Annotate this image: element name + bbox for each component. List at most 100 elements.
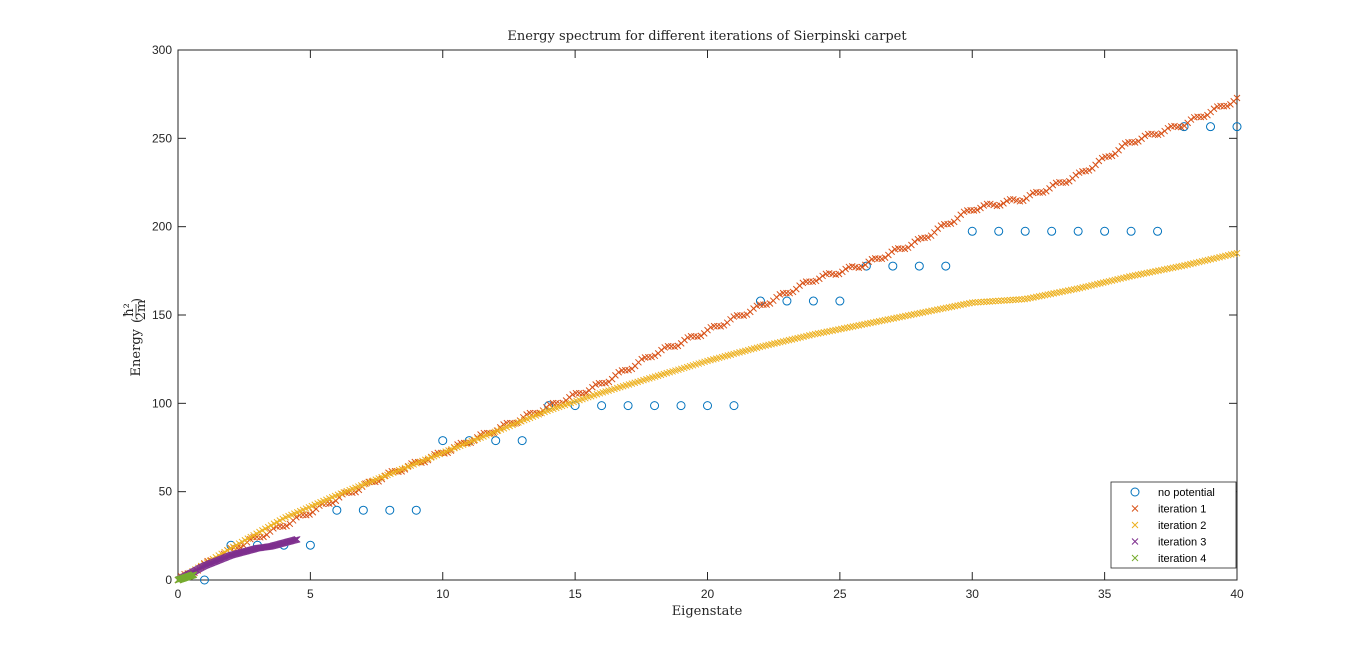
- data-point: [283, 522, 290, 530]
- x-tick-label: 30: [966, 587, 980, 601]
- data-point: [190, 571, 198, 579]
- data-point: [438, 436, 448, 446]
- data-point: [994, 226, 1004, 236]
- data-point: [1100, 226, 1110, 236]
- data-point: [650, 401, 660, 411]
- data-point: [1072, 171, 1080, 179]
- data-point: [1131, 521, 1139, 529]
- data-point: [980, 202, 988, 209]
- x-axis-label: Eigenstate: [672, 604, 743, 619]
- y-tick-label: 150: [152, 308, 172, 322]
- data-point: [332, 505, 342, 515]
- data-point: [983, 298, 991, 306]
- data-point: [597, 401, 607, 411]
- data-point: [782, 296, 792, 306]
- data-point: [858, 263, 866, 271]
- x-tick-label: 15: [568, 587, 582, 601]
- data-point: [1000, 200, 1007, 207]
- data-point: [835, 270, 843, 278]
- y-tick-label: 50: [159, 485, 173, 499]
- legend-items: no potential iteration 1 iteration 2 iterat…: [1130, 487, 1215, 565]
- legend-label: iteration 2: [1158, 520, 1206, 532]
- data-point: [676, 401, 686, 411]
- data-point: [865, 258, 873, 266]
- data-point: [819, 272, 826, 280]
- x-tick-label: 25: [833, 587, 847, 601]
- data-point: [1206, 122, 1216, 132]
- data-point: [729, 401, 739, 411]
- data-point: [1164, 124, 1172, 132]
- chart-title: Energy spectrum for different iterations…: [507, 29, 907, 44]
- data-point: [1223, 102, 1231, 110]
- series-iteration-4: [174, 571, 198, 584]
- data-point: [491, 436, 501, 446]
- data-point: [914, 261, 924, 271]
- data-point: [941, 261, 951, 271]
- data-point: [1108, 152, 1116, 160]
- data-point: [1018, 295, 1026, 303]
- data-point: [1131, 505, 1139, 512]
- data-point: [1085, 167, 1093, 174]
- data-point: [995, 297, 1002, 305]
- data-point: [385, 505, 395, 515]
- data-point: [1131, 554, 1139, 562]
- data-point: [703, 401, 712, 411]
- data-point: [570, 401, 580, 411]
- data-point: [1187, 116, 1195, 123]
- data-point: [1006, 296, 1014, 304]
- data-point: [615, 368, 623, 376]
- data-point: [582, 389, 590, 397]
- data-point: [517, 436, 527, 446]
- legend-entry: iteration 3: [1131, 537, 1206, 549]
- data-point: [199, 575, 209, 585]
- data-point: [974, 298, 982, 306]
- data-point: [842, 265, 849, 273]
- data-point: [997, 297, 1005, 305]
- data-point: [808, 296, 818, 306]
- data-point: [1232, 122, 1242, 132]
- data-point: [989, 297, 996, 305]
- data-point: [292, 536, 300, 543]
- data-point: [968, 299, 976, 306]
- data-point: [1009, 296, 1017, 304]
- legend-entry: no potential: [1130, 487, 1215, 499]
- data-point: [1233, 249, 1241, 257]
- data-point: [980, 298, 988, 306]
- data-point: [306, 511, 313, 518]
- data-point: [1200, 113, 1208, 121]
- data-point: [1020, 226, 1030, 236]
- data-point: [986, 298, 994, 305]
- data-point: [967, 226, 977, 236]
- x-tick-label: 20: [701, 587, 715, 601]
- y-axis-unit-denominator: 2m: [134, 300, 149, 321]
- data-series: [174, 94, 1242, 585]
- y-tick-label: 300: [152, 43, 172, 57]
- series-iteration-2: [174, 249, 1241, 584]
- axis-ticks: 0 5 10 15 20 25 30 35 40 0 50 100 150 200 250 300: [152, 43, 1244, 601]
- data-point: [291, 536, 299, 544]
- data-point: [1015, 296, 1023, 303]
- legend-label: iteration 4: [1158, 553, 1206, 565]
- x-tick-label: 0: [175, 587, 182, 601]
- data-point: [992, 297, 999, 305]
- y-tick-label: 200: [152, 220, 172, 234]
- data-point: [1210, 105, 1218, 113]
- data-point: [1047, 226, 1057, 236]
- data-point: [888, 261, 898, 271]
- data-point: [1003, 197, 1011, 205]
- data-point: [293, 536, 301, 543]
- data-point: [329, 499, 336, 507]
- legend-entry: iteration 2: [1131, 520, 1206, 532]
- data-point: [1073, 226, 1083, 236]
- legend-label: iteration 3: [1158, 537, 1206, 549]
- data-point: [477, 431, 484, 438]
- x-tick-label: 5: [307, 587, 314, 601]
- data-point: [977, 298, 985, 306]
- legend-box: [1110, 481, 1237, 569]
- data-point: [947, 220, 955, 227]
- y-axis-label-group: Energy ( ħ² 2m ): [122, 298, 149, 377]
- data-point: [358, 505, 368, 515]
- data-point: [1000, 297, 1008, 304]
- y-tick-label: 250: [152, 131, 172, 145]
